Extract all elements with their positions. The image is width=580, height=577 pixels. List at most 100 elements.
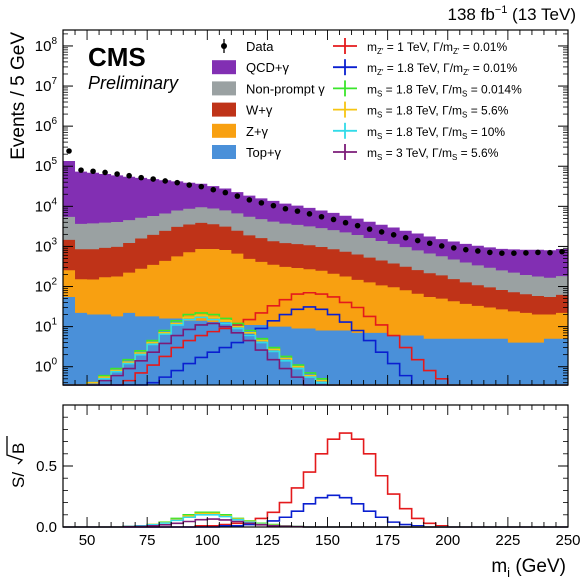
- legend-label: Non-prompt γ: [246, 81, 325, 96]
- main-axes: 100 101 102 103 104 105 106 107 108: [35, 30, 569, 385]
- data-point: [174, 179, 181, 186]
- data-point: [258, 200, 265, 206]
- legend-signal-label: mS = 1.8 TeV, Γ/mS = 5.6%: [367, 104, 509, 120]
- x-tick-label: 225: [495, 532, 520, 549]
- legend-label: Data: [246, 39, 274, 54]
- data-point: [306, 211, 313, 217]
- data-point: [222, 189, 229, 196]
- data-point: [90, 168, 96, 175]
- svg-text:S/: S/: [9, 472, 28, 488]
- data-point: [162, 178, 169, 184]
- data-point: [535, 249, 541, 256]
- data-point: [390, 232, 397, 238]
- data-point: [102, 169, 108, 176]
- data-point: [138, 174, 144, 181]
- legend-signal-label: mZ′ = 1.8 TeV, Γ/mZ′ = 0.01%: [367, 61, 517, 77]
- ratio-axes: 0.0 0.5 50 75 100 125 150 175 200 225 250: [36, 404, 580, 549]
- data-point: [246, 197, 253, 203]
- legend-swatch: [212, 81, 236, 96]
- x-axis-label: mj (GeV): [491, 556, 566, 577]
- legend-backgrounds: Data QCD+γ Non-prompt γ W+γ Z+γ Top+γ: [212, 39, 325, 160]
- data-points: [66, 148, 565, 256]
- data-point: [234, 193, 241, 199]
- legend-data-marker: [221, 43, 227, 49]
- y-tick-label: 106: [35, 116, 58, 135]
- data-point: [198, 183, 205, 190]
- legend-swatch: [212, 123, 236, 138]
- data-point: [402, 234, 409, 241]
- ratio-line-0: [63, 432, 568, 528]
- data-point: [294, 208, 301, 214]
- y-tick-label: 104: [35, 196, 58, 215]
- data-point: [426, 240, 433, 247]
- data-point: [462, 246, 469, 253]
- data-point: [450, 245, 457, 251]
- x-tick-label: 75: [139, 532, 156, 549]
- lumi-label: 138 fb−1 (13 TeV): [448, 4, 576, 24]
- data-point: [282, 205, 289, 212]
- legend-signals: mZ′ = 1 TeV, Γ/mZ′ = 0.01% mZ′ = 1.8 TeV,…: [333, 38, 522, 162]
- x-tick-label: 150: [315, 532, 340, 549]
- y-tick-label: 105: [35, 156, 58, 175]
- legend-swatch: [212, 60, 236, 75]
- data-point: [354, 222, 361, 229]
- data-point: [547, 249, 553, 256]
- x-tick-label: 250: [555, 532, 580, 549]
- ratio-series: [63, 432, 568, 528]
- sqrt-sign: [6, 436, 24, 465]
- legend-label: Z+γ: [246, 124, 269, 139]
- x-tick-label: 125: [255, 532, 280, 549]
- legend-signal-label: mS = 1.8 TeV, Γ/mS = 10%: [367, 125, 505, 141]
- x-tick-label: 50: [79, 532, 96, 549]
- data-point: [475, 248, 481, 254]
- data-point: [330, 216, 337, 223]
- svg-text:B: B: [9, 443, 28, 454]
- ratio-y-tick-label: 0.0: [36, 519, 57, 536]
- data-point: [114, 171, 120, 177]
- data-point: [414, 237, 421, 244]
- data-point: [318, 213, 325, 220]
- x-tick-label: 200: [435, 532, 460, 549]
- ratio-y-tick-label: 0.5: [36, 458, 57, 475]
- data-point: [210, 186, 217, 193]
- legend-label: W+γ: [246, 103, 273, 118]
- y-tick-label: 108: [35, 36, 58, 55]
- y-axis-label-ratio: S/ B: [6, 436, 28, 488]
- data-point: [378, 229, 385, 235]
- main-plot-panel: 100 101 102 103 104 105 106 107 108 CMS Prelimin…: [35, 29, 569, 386]
- data-point: [78, 167, 84, 173]
- data-point: [559, 248, 565, 255]
- legend-label: Top+γ: [246, 145, 282, 160]
- data-point: [511, 250, 517, 256]
- data-point: [126, 172, 132, 179]
- legend-signal-label: mS = 1.8 TeV, Γ/mS = 0.014%: [367, 82, 522, 98]
- legend-label: QCD+γ: [246, 60, 289, 75]
- data-point: [366, 226, 373, 232]
- legend-signal-label: mS = 3 TeV, Γ/mS = 5.6%: [367, 146, 499, 162]
- data-point: [523, 250, 529, 256]
- y-axis-label-main: Events / 5 GeV: [8, 32, 29, 160]
- data-point: [438, 243, 445, 249]
- experiment-label: CMS: [88, 42, 146, 72]
- status-label: Preliminary: [88, 73, 179, 93]
- y-tick-label: 103: [35, 236, 58, 255]
- ratio-plot-panel: 0.0 0.5 50 75 100 125 150 175 200 225 250 mj (GeV): [36, 404, 580, 577]
- y-tick-label: 107: [35, 76, 58, 95]
- y-tick-label: 101: [35, 317, 58, 336]
- data-point: [66, 148, 72, 154]
- data-point: [186, 182, 193, 188]
- data-point: [270, 202, 277, 209]
- legend-signal-label: mZ′ = 1 TeV, Γ/mZ′ = 0.01%: [367, 40, 507, 56]
- signal-line-0: [63, 291, 568, 386]
- y-tick-label: 102: [35, 277, 58, 296]
- legend-swatch: [212, 102, 236, 117]
- x-tick-label: 175: [375, 532, 400, 549]
- data-point: [342, 219, 349, 226]
- data-point: [150, 176, 156, 182]
- data-point: [487, 249, 493, 256]
- x-tick-label: 100: [195, 532, 220, 549]
- data-point: [499, 250, 505, 256]
- legend-swatch: [212, 145, 236, 159]
- y-tick-label: 100: [35, 357, 58, 376]
